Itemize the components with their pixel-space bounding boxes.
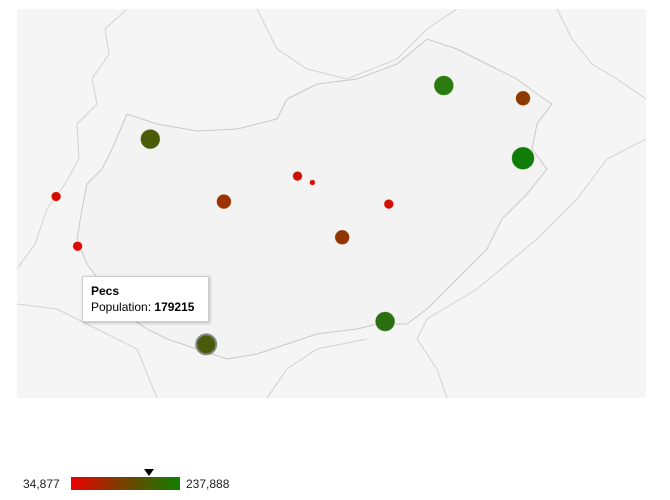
marker-pecs[interactable]: [195, 333, 218, 356]
marker-budapest-area-1[interactable]: [292, 170, 303, 182]
border-north: [256, 9, 458, 80]
marker-west-1[interactable]: [50, 191, 62, 202]
tooltip: Pecs Population: 179215: [82, 276, 209, 322]
border-south-west: [17, 303, 158, 398]
legend-max: 237,888: [186, 477, 230, 491]
marker-central-west[interactable]: [215, 193, 232, 210]
marker-north-east-1[interactable]: [433, 75, 455, 96]
legend-gradient-bar: [71, 469, 180, 490]
legend-marker-icon: [143, 469, 154, 476]
marker-budapest-area-2[interactable]: [308, 179, 316, 186]
border-west: [17, 9, 128, 270]
border-south-east: [416, 138, 646, 398]
map-svg[interactable]: [17, 9, 646, 398]
marker-central-south[interactable]: [334, 229, 351, 246]
border-east: [556, 9, 646, 100]
color-legend: 34,877 237,888: [0, 469, 670, 500]
tooltip-label: Population:: [91, 300, 155, 314]
tooltip-line: Population: 179215: [91, 300, 208, 314]
map-area[interactable]: [17, 9, 646, 398]
marker-west-2[interactable]: [72, 240, 84, 252]
marker-szeged[interactable]: [374, 311, 396, 332]
marker-north-west[interactable]: [139, 128, 161, 150]
tooltip-title: Pecs: [91, 284, 120, 298]
marker-central-east[interactable]: [383, 198, 395, 210]
legend-min: 34,877: [23, 477, 60, 491]
tooltip-value: 179215: [154, 300, 195, 314]
border-south-inner: [266, 338, 368, 398]
marker-east-large[interactable]: [511, 146, 535, 171]
marker-north-east-2[interactable]: [515, 90, 531, 107]
